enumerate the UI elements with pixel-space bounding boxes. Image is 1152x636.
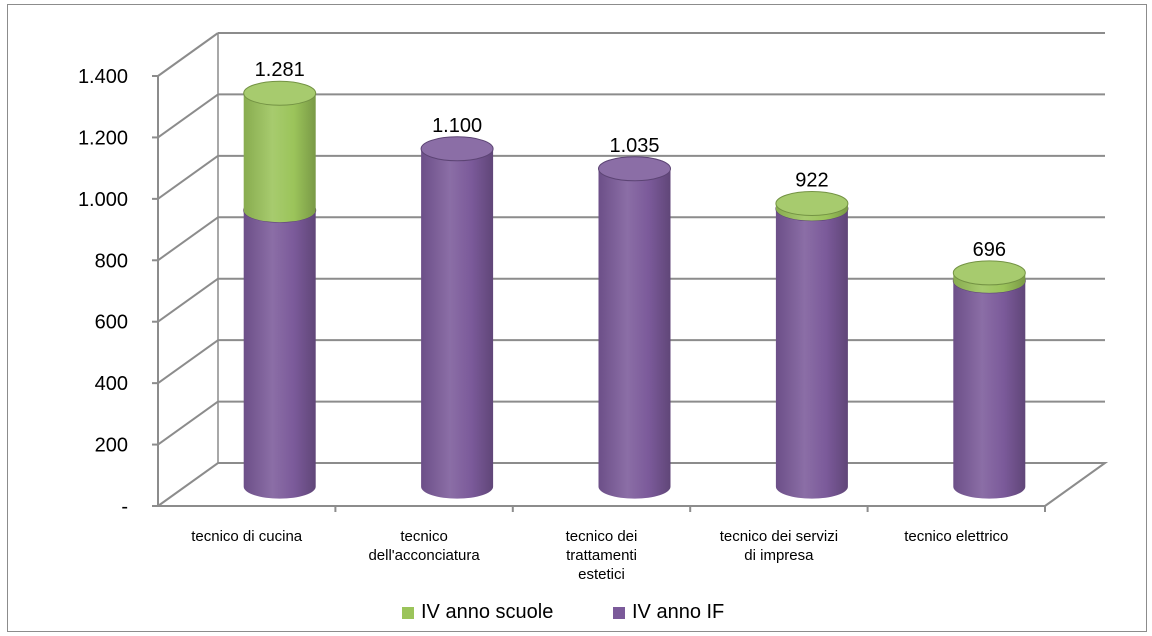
bar-iv-anno-scuole (952, 260, 1026, 293)
y-tick-label: - (121, 496, 128, 518)
y-tick-label: 600 (95, 312, 128, 334)
x-category-label: tecnico di cucina (191, 528, 303, 545)
y-axis: - 200 400 600 800 1.000 1.200 1.400 (78, 66, 158, 518)
bar-iv-anno-if (420, 136, 494, 499)
x-category-label: estetici (578, 566, 625, 583)
data-label: 1.035 (609, 135, 659, 157)
y-tick-label: 1.000 (78, 189, 128, 211)
legend-label: IV anno IF (632, 601, 724, 623)
bar-top-cap (598, 156, 671, 182)
bar-top-cap (952, 260, 1026, 286)
bar-body (953, 280, 1026, 499)
legend: IV anno scuole IV anno IF (402, 601, 724, 623)
gridline-depth (157, 32, 219, 77)
x-category-label: tecnico dei servizi (720, 528, 838, 545)
legend-swatch (402, 607, 414, 619)
y-tick-label: 1.200 (78, 127, 128, 149)
legend-label: IV anno scuole (421, 601, 553, 623)
bar-body (775, 208, 848, 499)
data-label: 922 (795, 169, 828, 191)
x-category-label: di impresa (744, 547, 814, 564)
bar-iv-anno-if (243, 197, 317, 499)
bar-top-cap (775, 190, 849, 216)
bar-body (243, 210, 316, 499)
bars: 1.281 1.100 1.035 922 696 (243, 59, 1026, 499)
bar-iv-anno-if (775, 196, 849, 499)
bar-top-cap (243, 80, 317, 106)
bar-iv-anno-if (598, 156, 671, 499)
legend-swatch (613, 607, 625, 619)
gridline-depth (157, 93, 219, 139)
bar-iv-anno-scuole (243, 80, 317, 223)
bar-body (953, 272, 1026, 293)
bar-body (243, 93, 316, 223)
x-category-label: tecnico elettrico (904, 528, 1008, 545)
gridline-depth (157, 155, 219, 200)
y-tick-label: 200 (95, 435, 128, 457)
y-tick-label: 400 (95, 373, 128, 395)
gridline-depth (157, 400, 219, 446)
data-label: 1.100 (432, 115, 482, 137)
bar-body (775, 203, 848, 221)
data-label: 696 (973, 239, 1006, 261)
bar-body (421, 148, 494, 499)
x-category-label: dell'acconciatura (368, 547, 480, 564)
data-label: 1.281 (255, 59, 305, 81)
bar-iv-anno-if (952, 268, 1026, 499)
bar-iv-anno-scuole (775, 190, 849, 221)
x-category-label: tecnico dei (566, 528, 638, 545)
gridline-depth (157, 216, 219, 262)
x-category-label: trattamenti (566, 547, 637, 564)
bar-top-cap (420, 136, 494, 162)
x-category-label: tecnico (400, 528, 448, 545)
y-tick-label: 1.400 (78, 66, 128, 88)
gridline-depth (157, 277, 219, 323)
gridline-depth (157, 339, 219, 384)
y-tick-label: 800 (95, 250, 128, 272)
bar-body (598, 168, 671, 499)
